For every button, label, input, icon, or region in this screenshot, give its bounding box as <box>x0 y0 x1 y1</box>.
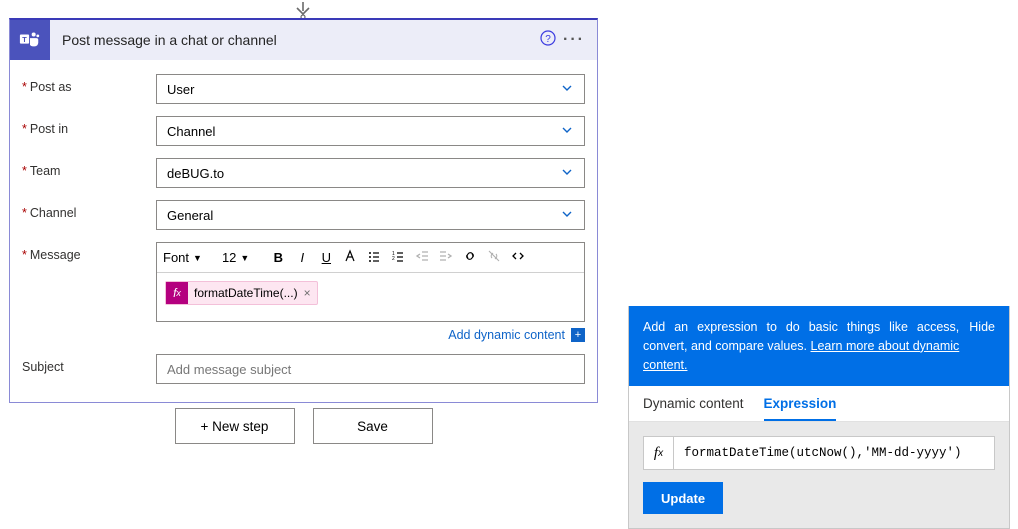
rte-numbering-button[interactable]: 12 <box>389 249 407 266</box>
field-label-subject: Subject <box>22 354 156 374</box>
footer-actions: + New step Save <box>9 408 598 444</box>
message-editor: Font▼ 12▼ B I U <box>156 242 585 322</box>
chevron-down-icon <box>560 207 574 224</box>
rte-indent-button[interactable] <box>437 249 455 266</box>
tab-expression[interactable]: Expression <box>764 396 837 421</box>
caret-down-icon: ▼ <box>240 253 249 263</box>
channel-value: General <box>167 208 213 223</box>
action-card: T Post message in a chat or channel ? ··… <box>9 18 598 403</box>
teams-icon: T <box>10 20 50 60</box>
rte-bullets-button[interactable] <box>365 249 383 266</box>
rte-font-select[interactable]: Font▼ <box>163 250 216 265</box>
field-label-channel: Channel <box>22 200 156 220</box>
field-label-post-in: Post in <box>22 116 156 136</box>
chevron-down-icon <box>560 81 574 98</box>
flyout-banner: Add an expression to do basic things lik… <box>629 306 1009 386</box>
post-in-select[interactable]: Channel <box>156 116 585 146</box>
rte-underline-button[interactable]: U <box>317 250 335 265</box>
rte-link-button[interactable] <box>461 249 479 266</box>
action-card-header[interactable]: T Post message in a chat or channel ? ··… <box>10 20 597 60</box>
field-label-message: Message <box>22 242 156 262</box>
field-label-post-as: Post as <box>22 74 156 94</box>
save-button[interactable]: Save <box>313 408 433 444</box>
token-remove-button[interactable]: × <box>304 286 311 300</box>
team-value: deBUG.to <box>167 166 224 181</box>
post-as-select[interactable]: User <box>156 74 585 104</box>
expression-flyout: Add an expression to do basic things lik… <box>628 306 1010 529</box>
tab-dynamic-content[interactable]: Dynamic content <box>643 396 744 421</box>
channel-select[interactable]: General <box>156 200 585 230</box>
svg-text:?: ? <box>545 34 551 45</box>
fx-icon: fx <box>166 282 188 304</box>
flyout-tabs: Dynamic content Expression <box>629 386 1009 422</box>
expression-token-label: formatDateTime(...) <box>194 286 298 300</box>
rte-size-select[interactable]: 12▼ <box>222 250 263 265</box>
expression-input-box: fx <box>643 436 995 470</box>
update-button[interactable]: Update <box>643 482 723 514</box>
rte-toolbar: Font▼ 12▼ B I U <box>157 243 584 273</box>
chevron-down-icon <box>560 123 574 140</box>
rte-outdent-button[interactable] <box>413 249 431 266</box>
flyout-hide-button[interactable]: Hide <box>969 318 995 374</box>
post-as-value: User <box>167 82 194 97</box>
expression-input[interactable] <box>674 446 994 460</box>
rte-color-button[interactable] <box>341 249 359 266</box>
svg-text:T: T <box>22 35 27 44</box>
rte-codeview-button[interactable] <box>509 249 527 266</box>
plus-icon: + <box>571 328 585 342</box>
rte-unlink-button[interactable] <box>485 249 503 266</box>
rte-bold-button[interactable]: B <box>269 250 287 265</box>
card-menu-button[interactable]: ··· <box>561 31 587 49</box>
field-label-team: Team <box>22 158 156 178</box>
add-dynamic-content-link[interactable]: Add dynamic content + <box>156 328 585 342</box>
fx-icon: fx <box>644 437 674 469</box>
subject-input[interactable] <box>156 354 585 384</box>
new-step-button[interactable]: + New step <box>175 408 295 444</box>
help-icon[interactable]: ? <box>535 30 561 51</box>
svg-text:2: 2 <box>392 256 395 262</box>
chevron-down-icon <box>560 165 574 182</box>
post-in-value: Channel <box>167 124 215 139</box>
flow-connector-arrow <box>293 0 313 20</box>
expression-token[interactable]: fx formatDateTime(...) × <box>165 281 318 305</box>
caret-down-icon: ▼ <box>193 253 202 263</box>
team-select[interactable]: deBUG.to <box>156 158 585 188</box>
action-card-title: Post message in a chat or channel <box>50 32 535 48</box>
rte-italic-button[interactable]: I <box>293 250 311 265</box>
message-body[interactable]: fx formatDateTime(...) × <box>157 273 584 321</box>
